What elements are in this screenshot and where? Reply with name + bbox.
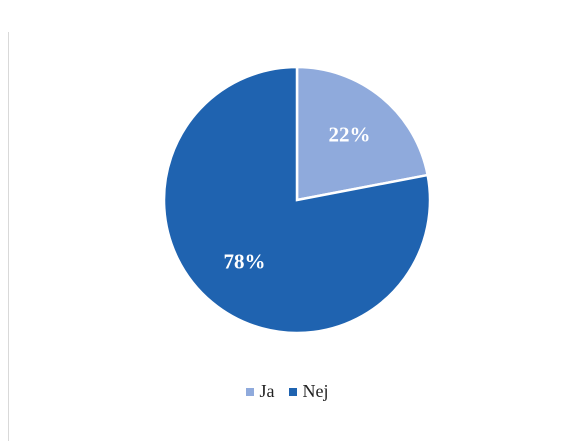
slice-label-ja: 22% xyxy=(329,122,371,146)
legend-swatch-ja xyxy=(245,387,254,396)
legend-item-ja: Ja xyxy=(245,381,275,402)
legend-label-ja: Ja xyxy=(259,381,275,401)
pie-slice-nej xyxy=(162,65,432,335)
legend-label-nej: Nej xyxy=(302,381,329,401)
legend-item-nej: Nej xyxy=(288,381,329,402)
chart-legend: Ja Nej xyxy=(0,381,574,402)
slice-label-nej: 78% xyxy=(223,249,265,273)
pie-slice-labels: 22% 78% xyxy=(223,122,370,273)
chart-frame xyxy=(8,32,572,441)
legend-swatch-nej xyxy=(288,387,297,396)
pie-slices xyxy=(162,65,432,335)
pie-slice-ja xyxy=(295,65,430,202)
